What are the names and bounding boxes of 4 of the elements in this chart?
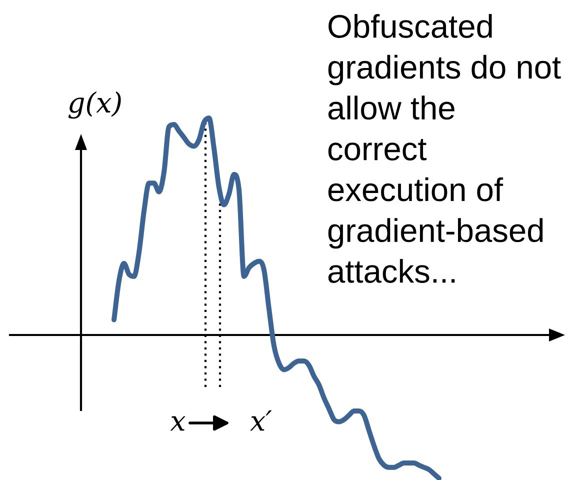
y-axis-title: g(x) — [68, 91, 121, 119]
annotation: x′ — [250, 410, 272, 431]
annotation: Obfuscated gradients do not allow the correct execution of gradient-based attacks... — [328, 14, 561, 283]
annotation: x — [170, 416, 186, 431]
